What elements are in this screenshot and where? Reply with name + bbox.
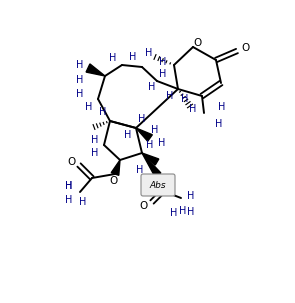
Text: H: H — [91, 148, 99, 158]
Text: H: H — [187, 191, 195, 201]
Text: Abs: Abs — [150, 181, 166, 189]
Text: H: H — [170, 208, 178, 218]
Text: H: H — [146, 140, 154, 150]
Text: H: H — [124, 130, 132, 140]
Text: H: H — [215, 119, 223, 129]
Text: H: H — [109, 53, 117, 63]
Text: H: H — [148, 82, 156, 92]
Text: H: H — [91, 135, 99, 145]
Text: H: H — [181, 94, 189, 104]
Text: O: O — [110, 176, 118, 186]
Text: O: O — [67, 157, 75, 167]
Text: H: H — [76, 75, 84, 85]
Text: H: H — [85, 102, 93, 112]
Text: H: H — [136, 165, 144, 175]
Polygon shape — [136, 128, 152, 141]
Text: H: H — [138, 114, 146, 124]
Text: H: H — [129, 52, 137, 62]
Text: H: H — [145, 48, 153, 58]
Polygon shape — [111, 160, 120, 175]
Text: H: H — [187, 207, 195, 217]
Text: H: H — [99, 107, 107, 117]
Text: H: H — [65, 195, 73, 205]
Text: H: H — [151, 125, 159, 135]
Text: H: H — [65, 181, 73, 191]
Text: H: H — [159, 69, 167, 79]
Text: O: O — [139, 201, 147, 211]
Text: H: H — [218, 102, 226, 112]
Text: H: H — [189, 104, 197, 114]
Text: O: O — [241, 43, 249, 53]
Text: H: H — [65, 181, 73, 191]
Text: H: H — [159, 57, 167, 67]
Text: H: H — [166, 91, 174, 101]
Text: H: H — [158, 138, 166, 148]
Polygon shape — [86, 64, 105, 76]
Text: H: H — [179, 206, 187, 216]
Text: O: O — [194, 38, 202, 48]
FancyBboxPatch shape — [141, 174, 175, 196]
Polygon shape — [142, 153, 161, 177]
Text: H: H — [76, 89, 84, 99]
Text: H: H — [76, 60, 84, 70]
Polygon shape — [142, 153, 159, 165]
Text: H: H — [79, 197, 87, 207]
